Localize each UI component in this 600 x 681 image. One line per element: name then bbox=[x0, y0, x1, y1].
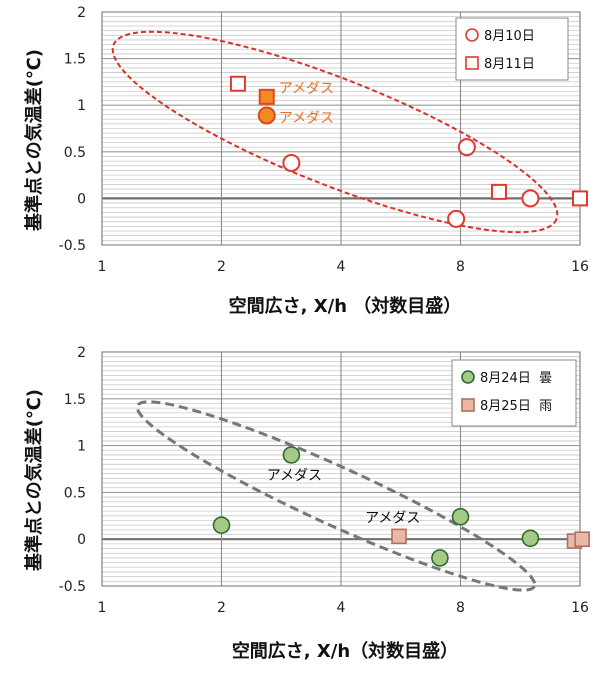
chart-top-amedas-label: アメダス bbox=[279, 81, 334, 97]
chart-top-ytick-label: 1 bbox=[77, 98, 86, 114]
chart-top-ytick-label: 0 bbox=[77, 191, 86, 207]
chart-top-xlabel: 空間広さ, X/h （対数目盛） bbox=[229, 295, 462, 317]
chart-bottom-xtick-label: 4 bbox=[337, 600, 346, 616]
chart-bottom-xtick-label: 1 bbox=[98, 600, 107, 616]
chart-bottom-legend-label: 8月24日 曇 bbox=[480, 371, 552, 386]
chart-bottom-legend-marker bbox=[461, 398, 475, 412]
chart-bottom-xlabel: 空間広さ, X/h（対数目盛） bbox=[232, 640, 458, 662]
chart-top-point-series1 bbox=[521, 189, 540, 208]
chart-bottom-legend-label: 8月25日 雨 bbox=[480, 399, 552, 414]
chart-top-point-series1 bbox=[457, 138, 476, 157]
chart-top-xtick-label: 16 bbox=[571, 259, 589, 275]
chart-bottom-point-series2 bbox=[574, 531, 590, 548]
chart-top-xtick-label: 2 bbox=[217, 259, 226, 275]
chart-bottom-ylabel: 基準点との気温差(℃) bbox=[23, 389, 45, 572]
chart-bottom-ytick-label: 0.5 bbox=[64, 485, 86, 501]
chart-top-point-series2 bbox=[572, 190, 588, 207]
chart-top-point-series2 bbox=[229, 75, 246, 92]
chart-top-point-series2 bbox=[490, 183, 507, 200]
chart-top-ytick-label: 2 bbox=[77, 5, 86, 21]
chart-bottom-ytick-label: 1 bbox=[77, 439, 86, 455]
chart-top-legend-label: 8月11日 bbox=[484, 57, 535, 72]
chart-bottom-legend-box bbox=[451, 359, 577, 427]
chart-bottom-xtick-label: 2 bbox=[217, 600, 226, 616]
chart-bottom-point-series1 bbox=[521, 529, 540, 548]
chart-top-point-series1 bbox=[282, 153, 301, 172]
chart-bottom-point-series1 bbox=[282, 446, 301, 464]
chart-top-xtick-label: 8 bbox=[456, 259, 465, 275]
chart-bottom-point-series1 bbox=[451, 507, 470, 526]
chart-bottom-point-series1 bbox=[212, 516, 231, 534]
chart-top-ytick-label: 1.5 bbox=[64, 52, 86, 68]
chart-top-ytick-label: -0.5 bbox=[59, 238, 86, 254]
chart-bottom-frame bbox=[101, 351, 581, 587]
chart-top-frame bbox=[101, 11, 581, 246]
chart-bottom-annotation-label: アメダス bbox=[267, 468, 322, 484]
chart-bottom-xtick-label: 16 bbox=[571, 600, 589, 616]
chart-bottom-grouping-ellipse bbox=[135, 400, 537, 592]
chart-bottom-xtick-label: 8 bbox=[456, 600, 465, 616]
chart-bottom-ytick-label: -0.5 bbox=[59, 579, 86, 595]
chart-top-grouping-ellipse bbox=[111, 30, 559, 234]
chart-bottom-ytick-label: 1.5 bbox=[64, 392, 86, 408]
chart-top-legend-label: 8月10日 bbox=[484, 29, 535, 44]
chart-top-ylabel: 基準点との気温差(℃) bbox=[23, 49, 45, 232]
chart-top-xtick-label: 1 bbox=[98, 259, 107, 275]
chart-bottom-annotation-label: アメダス bbox=[365, 510, 420, 526]
chart-top-legend-marker bbox=[465, 56, 479, 70]
chart-bottom-point-series2 bbox=[391, 528, 407, 545]
chart-bottom-legend-marker bbox=[461, 370, 475, 384]
chart-top-xtick-label: 4 bbox=[337, 259, 346, 275]
chart-bottom-point-series1 bbox=[431, 549, 449, 567]
chart-bottom-ytick-label: 0 bbox=[77, 532, 86, 548]
chart-top-legend-marker bbox=[465, 28, 479, 42]
chart-top: 基準点との気温差(℃) 空間広さ, X/h （対数目盛） -0.5 0 0.5 1 1.… bbox=[23, 5, 589, 317]
chart-top-amedas-label: アメダス bbox=[279, 110, 334, 126]
chart-top-amedas-point bbox=[257, 106, 276, 125]
chart-bottom: 基準点との気温差(℃) 空間広さ, X/h（対数目盛） -0.5 0 0.5 1 1.5… bbox=[23, 345, 590, 662]
chart-bottom-ytick-label: 2 bbox=[77, 345, 86, 361]
chart-top-ytick-label: 0.5 bbox=[64, 145, 86, 161]
chart-top-point-series1 bbox=[447, 209, 466, 228]
chart-top-amedas-point bbox=[258, 88, 275, 105]
